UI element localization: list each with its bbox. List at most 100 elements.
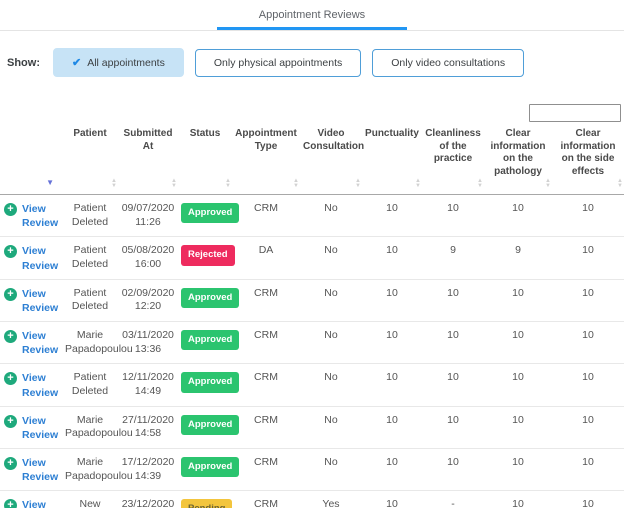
filter-only-video[interactable]: Only video consultations — [372, 48, 525, 77]
column-header-label: Patient — [73, 128, 107, 139]
submitted-time: 12:20 — [134, 300, 162, 313]
submitted-date: 27/11/2020 — [122, 413, 174, 426]
punctuality-cell: 10 — [362, 363, 422, 407]
expand-row-icon[interactable]: + — [4, 330, 17, 344]
video-consultation-cell: No — [300, 363, 362, 407]
view-review-link[interactable]: View Review — [22, 372, 59, 399]
side-effects-cell: 10 — [552, 490, 624, 508]
status-cell: Rejected — [178, 236, 235, 280]
column-header-submitted-at[interactable]: Submitted At ▲ ▼ — [118, 124, 178, 195]
side-effects-cell: 10 — [552, 448, 624, 492]
expand-row-icon[interactable]: + — [4, 372, 17, 386]
appointment-type-cell: CRM — [232, 490, 300, 508]
status-badge: Approved — [181, 203, 240, 224]
column-header-label: Punctuality — [365, 128, 419, 139]
column-header-punctuality[interactable]: Punctuality ▲ ▼ — [362, 124, 422, 195]
punctuality-cell: 10 — [362, 406, 422, 450]
submitted-date: 17/12/2020 — [121, 456, 175, 469]
side-effects-cell: 10 — [552, 194, 624, 238]
row-actions: + View Review — [4, 287, 59, 315]
filter-only-physical[interactable]: Only physical appointments — [194, 48, 362, 77]
cleanliness-cell: 10 — [422, 406, 484, 450]
appointment-type-cell: CRM — [232, 406, 300, 450]
sort-icon: ▲ ▼ — [111, 178, 117, 189]
column-header-label: Submitted At — [123, 128, 173, 152]
column-header-pathology[interactable]: Clear information on the pathology ▲ ▼ — [484, 124, 552, 195]
video-consultation-cell: No — [300, 448, 362, 492]
sort-icon: ▲ ▼ — [617, 178, 623, 189]
status-badge: Pending — [181, 499, 233, 508]
submitted-time: 13:36 — [134, 342, 162, 355]
row-actions-cell: + View Review — [0, 406, 62, 450]
show-label: Show: — [7, 56, 40, 69]
appointment-type-cell: CRM — [232, 194, 300, 238]
cleanliness-cell: 10 — [422, 279, 484, 323]
submitted-at-cell: 09/07/2020 11:26 — [118, 194, 178, 238]
punctuality-cell: 10 — [362, 279, 422, 323]
view-review-link[interactable]: View Review — [22, 203, 59, 230]
status-cell: Approved — [178, 321, 240, 365]
column-header-side-effects[interactable]: Clear information on the side effects ▲ ▼ — [552, 124, 624, 195]
sort-icon: ▲ ▼ — [545, 178, 551, 189]
column-search-input[interactable] — [529, 104, 621, 122]
expand-row-icon[interactable]: + — [4, 287, 17, 301]
appointment-reviews-table: ▼ Patient ▲ ▼ Submitted At ▲ ▼ Status ▲ ▼ Appointm… — [0, 124, 624, 508]
column-header-video-consultation[interactable]: Video Consultation ▲ ▼ — [300, 124, 364, 195]
row-actions-cell: + View Review — [0, 321, 62, 365]
row-actions: + View Review — [4, 371, 59, 399]
column-header-status[interactable]: Status ▲ ▼ — [178, 124, 232, 195]
table-row: + View Review Marie Papadopoulou 17/12/2020… — [0, 448, 624, 492]
status-cell: Pending — [178, 490, 233, 508]
pathology-cell: 10 — [484, 490, 552, 508]
patient-cell: Patient Deleted — [62, 236, 118, 280]
sort-icon: ▲ ▼ — [171, 178, 177, 189]
cleanliness-cell: - — [422, 490, 484, 508]
submitted-at-cell: 27/11/2020 14:58 — [118, 406, 178, 450]
column-header-appointment-type[interactable]: Appointment Type ▲ ▼ — [232, 124, 300, 195]
expand-row-icon[interactable]: + — [4, 414, 17, 428]
submitted-date: 05/08/2020 — [121, 244, 175, 257]
submitted-date: 02/09/2020 — [121, 286, 175, 299]
view-review-link[interactable]: View Review — [22, 287, 59, 314]
submitted-date: 12/11/2020 — [122, 371, 174, 384]
table-header-row: ▼ Patient ▲ ▼ Submitted At ▲ ▼ Status ▲ ▼ Appointm… — [0, 124, 624, 195]
column-header-cleanliness[interactable]: Cleanliness of the practice ▲ ▼ — [422, 124, 484, 195]
status-badge: Approved — [181, 414, 240, 436]
pathology-cell: 10 — [484, 279, 552, 323]
side-effects-cell: 10 — [552, 363, 624, 407]
video-consultation-cell: No — [300, 194, 362, 238]
pathology-cell: 9 — [484, 236, 552, 280]
appointment-type-cell: CRM — [232, 321, 300, 365]
filter-all-appointments[interactable]: ✔ All appointments — [53, 48, 184, 77]
video-consultation-cell: No — [300, 321, 362, 365]
tab-appointment-reviews[interactable]: Appointment Reviews — [216, 0, 408, 30]
submitted-date: 03/11/2020 — [122, 329, 174, 342]
status-cell: Approved — [178, 194, 240, 238]
pathology-cell: 10 — [484, 363, 552, 407]
view-review-link[interactable]: View Review — [22, 414, 59, 441]
pathology-cell: 10 — [484, 321, 552, 365]
view-review-link[interactable]: View Review — [22, 245, 59, 272]
video-consultation-cell: No — [300, 279, 362, 323]
submitted-time: 14:39 — [134, 469, 162, 482]
cleanliness-cell: 9 — [422, 236, 484, 280]
column-header-label: Status — [189, 128, 221, 139]
punctuality-cell: 10 — [362, 321, 422, 365]
row-actions-cell: + View Review — [0, 448, 62, 492]
view-review-link[interactable]: View Review — [22, 457, 59, 484]
row-actions: + View Review — [4, 244, 59, 272]
expand-row-icon[interactable]: + — [4, 203, 17, 216]
submitted-time: 14:49 — [134, 385, 162, 398]
expand-row-icon[interactable]: + — [4, 499, 17, 508]
status-cell: Approved — [178, 448, 240, 492]
view-review-link[interactable]: View Review — [22, 330, 59, 357]
submitted-date: 23/12/2020 — [121, 498, 175, 508]
expand-row-icon[interactable]: + — [4, 457, 17, 471]
column-header-patient[interactable]: Patient ▲ ▼ — [62, 124, 118, 195]
submitted-at-cell: 17/12/2020 14:39 — [118, 448, 178, 492]
view-review-link[interactable]: View Review — [22, 499, 46, 508]
expand-row-icon[interactable]: + — [4, 245, 17, 259]
column-header-label: Cleanliness of the practice — [425, 128, 481, 164]
status-badge: Rejected — [181, 245, 235, 266]
